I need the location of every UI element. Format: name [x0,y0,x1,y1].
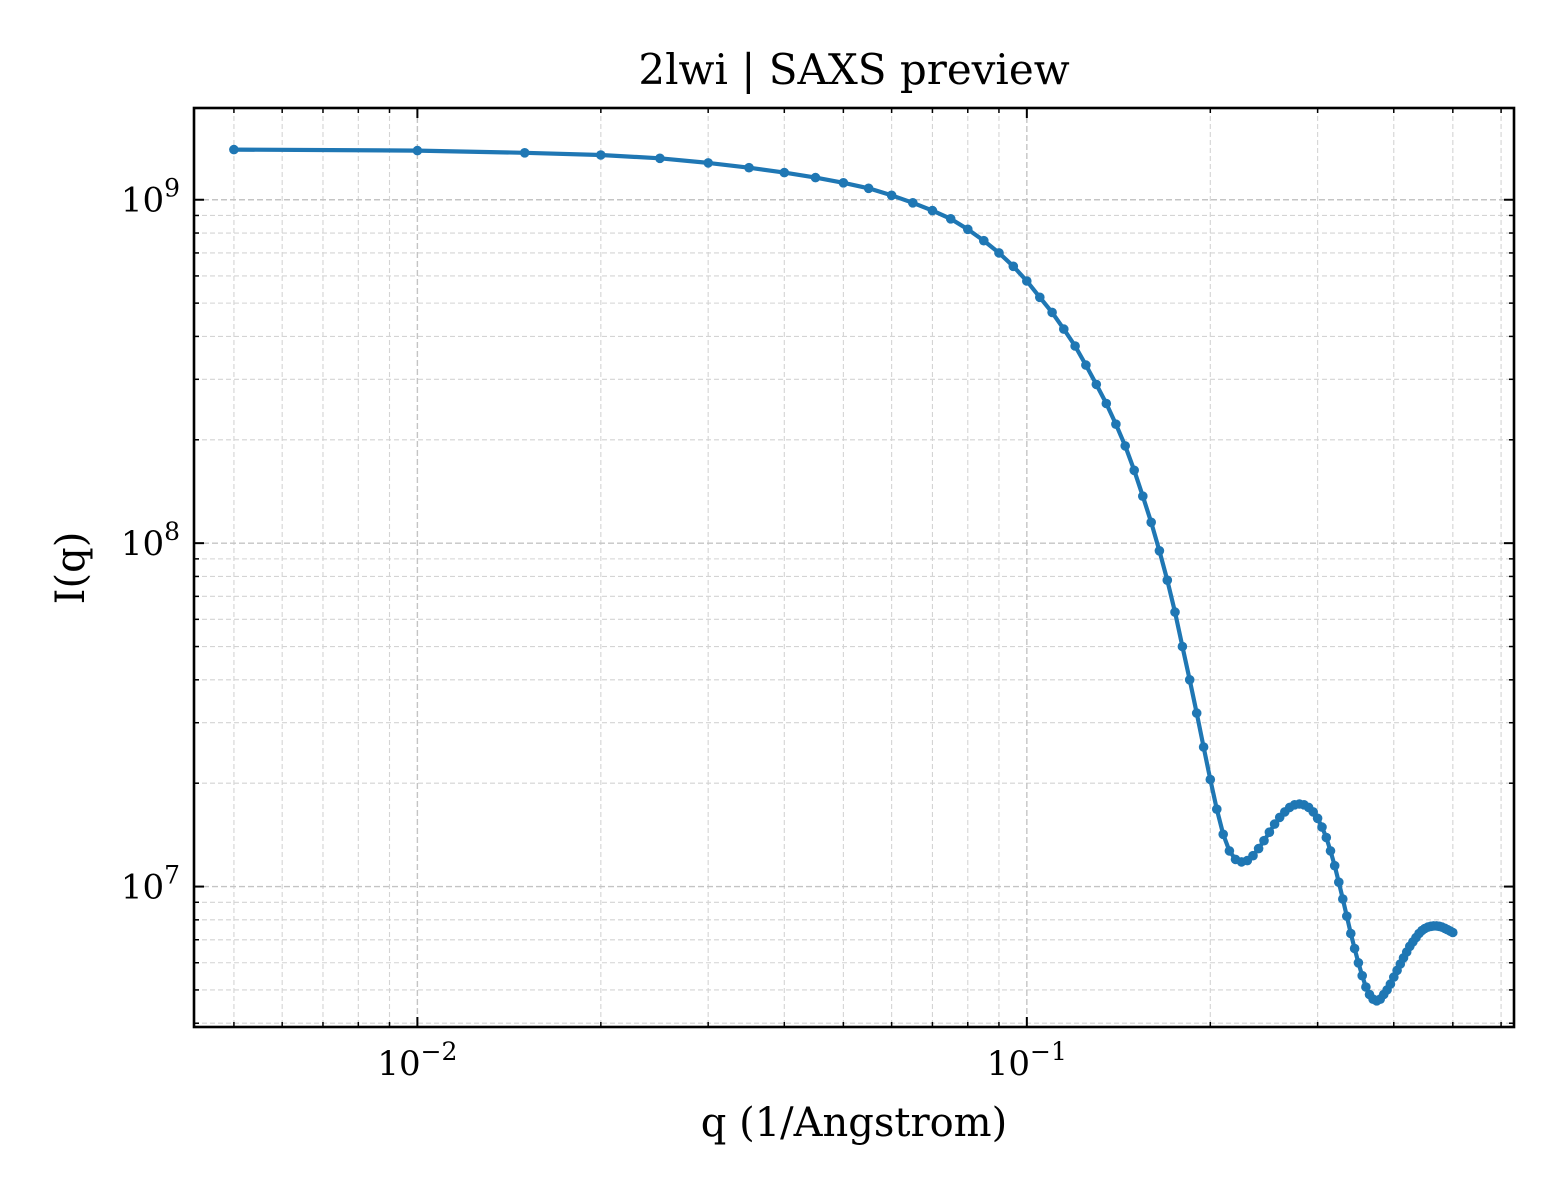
data-point [838,178,849,188]
data-point [1346,928,1356,939]
data-point [1111,419,1121,430]
data-point [1325,846,1336,856]
data-point [703,158,713,168]
data-point [1129,465,1139,476]
y-tick-label: 109 [121,174,180,221]
data-point [1170,607,1180,617]
data-point [744,162,754,173]
data-point [963,224,973,235]
data-point [1248,850,1258,861]
data-point [1184,675,1195,685]
x-axis-label: q (1/Angstrom) [701,1100,1007,1146]
data-point [810,172,821,183]
data-point [412,145,423,156]
data-point [1162,575,1173,585]
data-point [1081,360,1091,370]
ticks [194,108,1514,1027]
data-point [1070,341,1080,351]
data-point [1212,804,1222,814]
data-point [1357,970,1367,981]
data-point [1329,860,1340,871]
data-point [1191,708,1202,718]
data-point [1198,742,1209,752]
data-point [1101,398,1112,409]
plot-frame [192,106,1516,1029]
data-point [979,235,989,246]
data-point [1035,292,1045,303]
data-point [1022,276,1032,286]
data-point [927,205,938,216]
chart-title: 2lwi | SAXS preview [638,45,1069,94]
data-point [1138,491,1148,502]
data-point [945,214,956,224]
data-point [1224,846,1235,856]
data-point [519,148,530,158]
data-point [1091,379,1102,390]
data-point [1177,641,1188,652]
series-points [229,144,1458,1006]
data-point [1353,958,1364,968]
data-point [1342,911,1352,921]
data-point [994,248,1004,258]
data-point [1047,307,1057,318]
data-point [1205,774,1216,785]
data-point [1059,324,1069,334]
data-point [1269,819,1280,829]
data-point [1146,517,1156,528]
y-tick-label: 108 [121,517,180,564]
data-point [1259,835,1269,846]
data-point [1349,943,1360,954]
data-point [1312,813,1323,824]
data-point [863,183,874,194]
data-point [1321,832,1332,843]
data-point [1317,822,1327,832]
grid [194,108,1514,1027]
data-point [1253,843,1264,854]
data-point [908,198,918,208]
data-point [1448,927,1458,938]
y-axis-label: I(q) [48,532,94,605]
data-point [1334,877,1344,887]
data-point [1120,441,1130,451]
data-point [1218,829,1228,840]
data-point [1338,894,1348,904]
data-point [1154,546,1165,556]
data-point [1264,827,1275,837]
tick-labels: 10−2 10−1 107 108 109 [121,174,1067,1084]
x-tick-label: 10−2 [377,1037,457,1084]
y-tick-label: 107 [121,861,180,908]
data-point [596,150,606,160]
data-point [655,153,665,164]
data-point [1008,261,1019,272]
data-point [886,190,897,201]
data-point [1361,982,1371,992]
data-point [779,167,790,178]
series-layer [229,144,1458,1006]
x-tick-label: 10−1 [987,1037,1067,1084]
data-point [229,144,239,155]
